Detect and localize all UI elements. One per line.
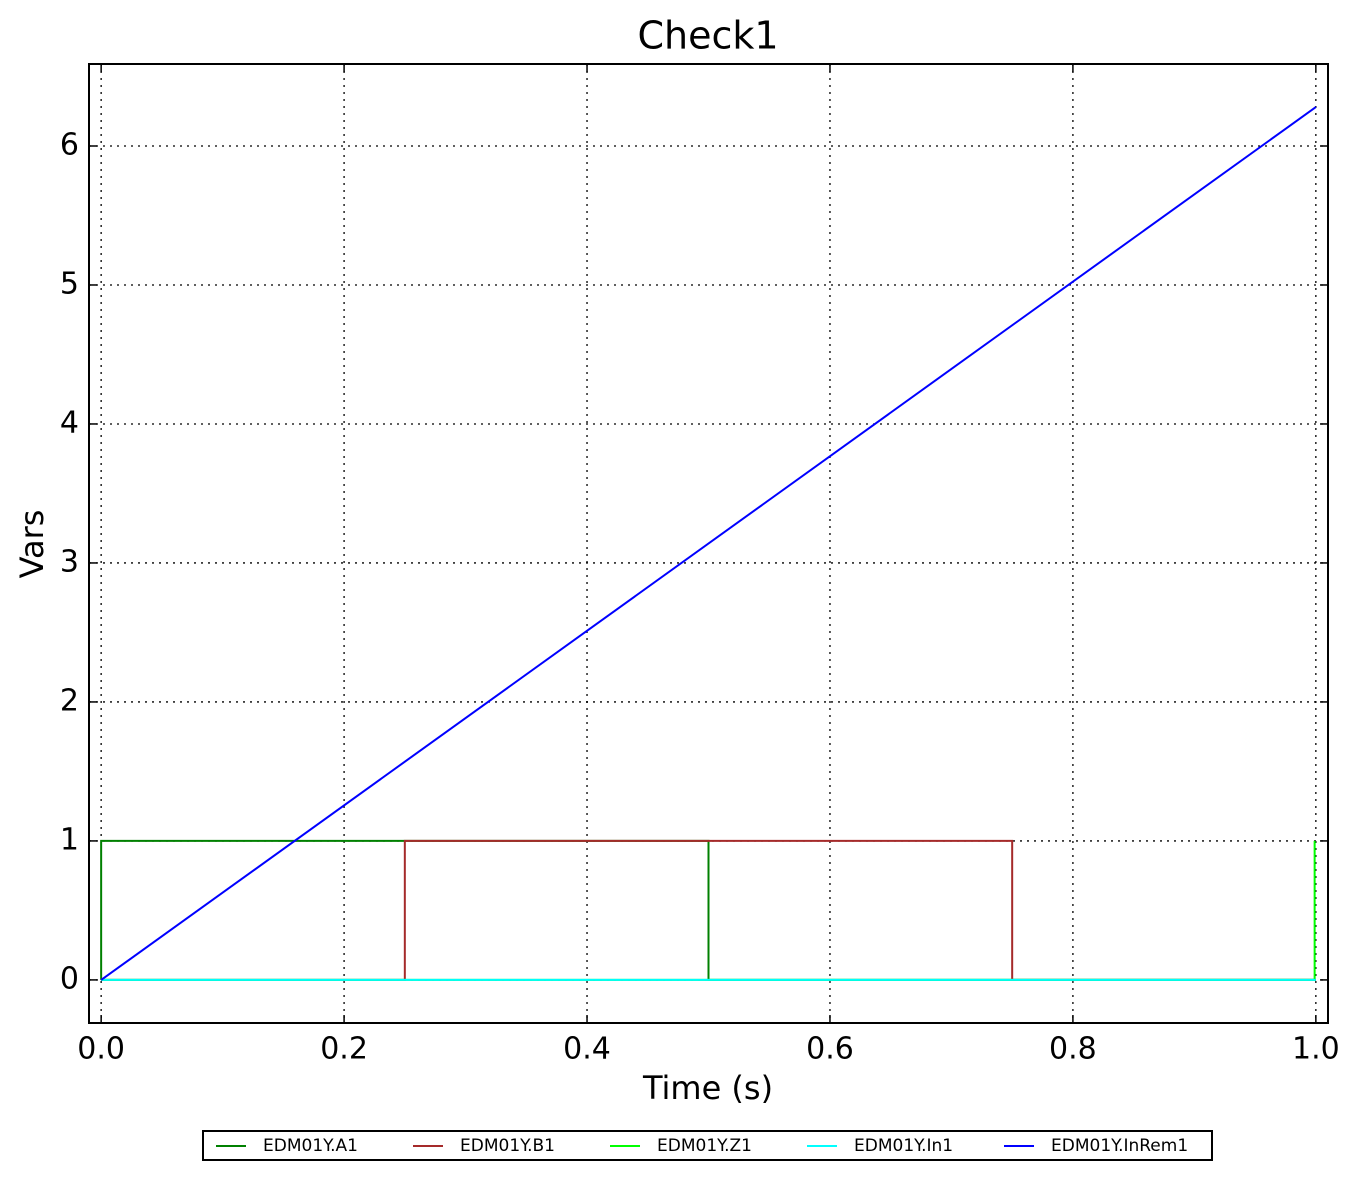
x-tick-label: 0.4 — [563, 1032, 611, 1067]
legend-label: EDM01Y.B1 — [460, 1136, 555, 1156]
y-tick-label: 5 — [60, 266, 79, 301]
x-tick-label: 0.0 — [77, 1032, 125, 1067]
y-tick-label: 6 — [60, 128, 79, 163]
chart-title: Check1 — [637, 14, 778, 58]
series-line — [100, 839, 1316, 981]
ticks: 0.0 0.2 0.4 0.6 0.8 1.0 0 1 2 3 4 5 6 — [60, 64, 1340, 1067]
y-tick-label: 0 — [60, 961, 79, 996]
x-tick-label: 0.8 — [1049, 1032, 1097, 1067]
legend: EDM01Y.A1 EDM01Y.B1 EDM01Y.Z1 EDM01Y.In1 EDM… — [216, 1136, 1188, 1156]
y-tick-label: 2 — [60, 683, 79, 718]
y-tick-label: 3 — [60, 544, 79, 579]
series-line — [100, 106, 1317, 981]
legend-box — [202, 1130, 1213, 1161]
y-axis-label: Vars — [13, 510, 51, 579]
x-tick-label: 1.0 — [1292, 1032, 1340, 1067]
y-tick-label: 1 — [60, 822, 79, 857]
legend-label: EDM01Y.InRem1 — [1051, 1136, 1188, 1156]
x-tick-label: 0.2 — [320, 1032, 368, 1067]
legend-label: EDM01Y.In1 — [854, 1136, 953, 1156]
legend-label: EDM01Y.Z1 — [657, 1136, 752, 1156]
legend-label: EDM01Y.A1 — [263, 1136, 358, 1156]
plot-lines — [100, 106, 1317, 981]
y-tick-label: 4 — [60, 405, 79, 440]
x-axis-label: Time (s) — [642, 1069, 773, 1107]
x-tick-label: 0.6 — [806, 1032, 854, 1067]
plot-frame — [88, 63, 1329, 1024]
